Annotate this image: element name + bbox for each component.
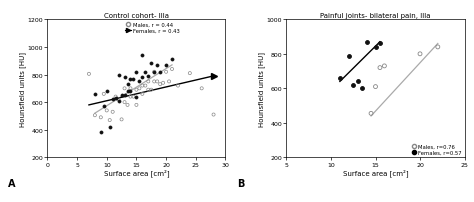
Point — [85, 73, 93, 76]
Legend: Males, r=0.76, Females, r=0.57: Males, r=0.76, Females, r=0.57 — [411, 144, 462, 155]
Point — [174, 84, 182, 88]
Point — [168, 58, 176, 62]
Point — [198, 87, 206, 90]
Point — [156, 71, 164, 74]
Point — [124, 83, 131, 86]
Point — [133, 89, 140, 92]
Point — [91, 93, 99, 96]
Point — [97, 131, 105, 135]
Point — [127, 90, 134, 93]
Y-axis label: Hounsfield units [HU]: Hounsfield units [HU] — [19, 52, 26, 126]
Point — [100, 93, 108, 96]
Point — [133, 96, 140, 99]
X-axis label: Surface area [cm²]: Surface area [cm²] — [343, 168, 408, 176]
Point — [416, 53, 424, 56]
Point — [142, 71, 149, 74]
Point — [147, 89, 155, 92]
Point — [165, 80, 173, 84]
Point — [162, 64, 170, 67]
Point — [106, 119, 113, 122]
Point — [358, 87, 366, 90]
Point — [118, 118, 125, 121]
Point — [376, 67, 384, 70]
Point — [349, 84, 357, 87]
Point — [109, 98, 117, 101]
Point — [127, 96, 134, 99]
Title: Painful joints- bilateral pain, IIIa: Painful joints- bilateral pain, IIIa — [320, 13, 431, 18]
Point — [186, 72, 193, 75]
Point — [133, 71, 140, 74]
Point — [103, 90, 110, 93]
Point — [121, 94, 128, 97]
Legend: Males, r = 0.44, Females, r = 0.43: Males, r = 0.44, Females, r = 0.43 — [125, 23, 180, 34]
Point — [121, 87, 128, 90]
Point — [210, 113, 218, 117]
Point — [138, 76, 146, 80]
Point — [363, 41, 370, 44]
Point — [354, 80, 362, 84]
Point — [372, 46, 379, 49]
Point — [162, 71, 170, 74]
Point — [124, 104, 131, 107]
Point — [381, 65, 388, 68]
Point — [138, 54, 146, 58]
Point — [150, 80, 158, 84]
Point — [138, 93, 146, 96]
Point — [91, 114, 99, 117]
Point — [372, 86, 379, 89]
Text: A: A — [8, 178, 16, 188]
Point — [130, 96, 137, 99]
Point — [336, 77, 344, 80]
Point — [115, 98, 122, 101]
X-axis label: Surface area [cm²]: Surface area [cm²] — [104, 168, 169, 176]
Point — [130, 78, 137, 81]
Point — [136, 87, 143, 90]
Point — [150, 71, 158, 74]
Point — [127, 78, 134, 81]
Point — [145, 89, 152, 92]
Point — [118, 94, 125, 97]
Point — [97, 116, 105, 119]
Point — [147, 63, 155, 66]
Y-axis label: Hounsfield units [HU]: Hounsfield units [HU] — [259, 52, 265, 126]
Point — [142, 84, 149, 88]
Point — [168, 68, 176, 71]
Point — [103, 109, 110, 113]
Point — [376, 43, 384, 46]
Point — [367, 112, 375, 115]
Point — [145, 80, 152, 84]
Point — [112, 97, 119, 100]
Point — [150, 71, 158, 74]
Point — [133, 104, 140, 107]
Point — [121, 76, 128, 80]
Point — [100, 105, 108, 108]
Point — [159, 82, 167, 85]
Point — [124, 90, 131, 93]
Point — [345, 55, 353, 58]
Text: B: B — [237, 178, 244, 188]
Point — [156, 83, 164, 86]
Point — [138, 84, 146, 88]
Point — [115, 74, 122, 77]
Title: Control cohort- IIIa: Control cohort- IIIa — [104, 13, 169, 18]
Point — [106, 126, 113, 129]
Point — [115, 100, 122, 103]
Point — [112, 96, 119, 99]
Point — [145, 75, 152, 78]
Point — [434, 46, 442, 49]
Point — [121, 101, 128, 104]
Point — [154, 64, 161, 67]
Point — [109, 111, 117, 114]
Point — [136, 80, 143, 84]
Point — [127, 87, 134, 90]
Point — [154, 80, 161, 84]
